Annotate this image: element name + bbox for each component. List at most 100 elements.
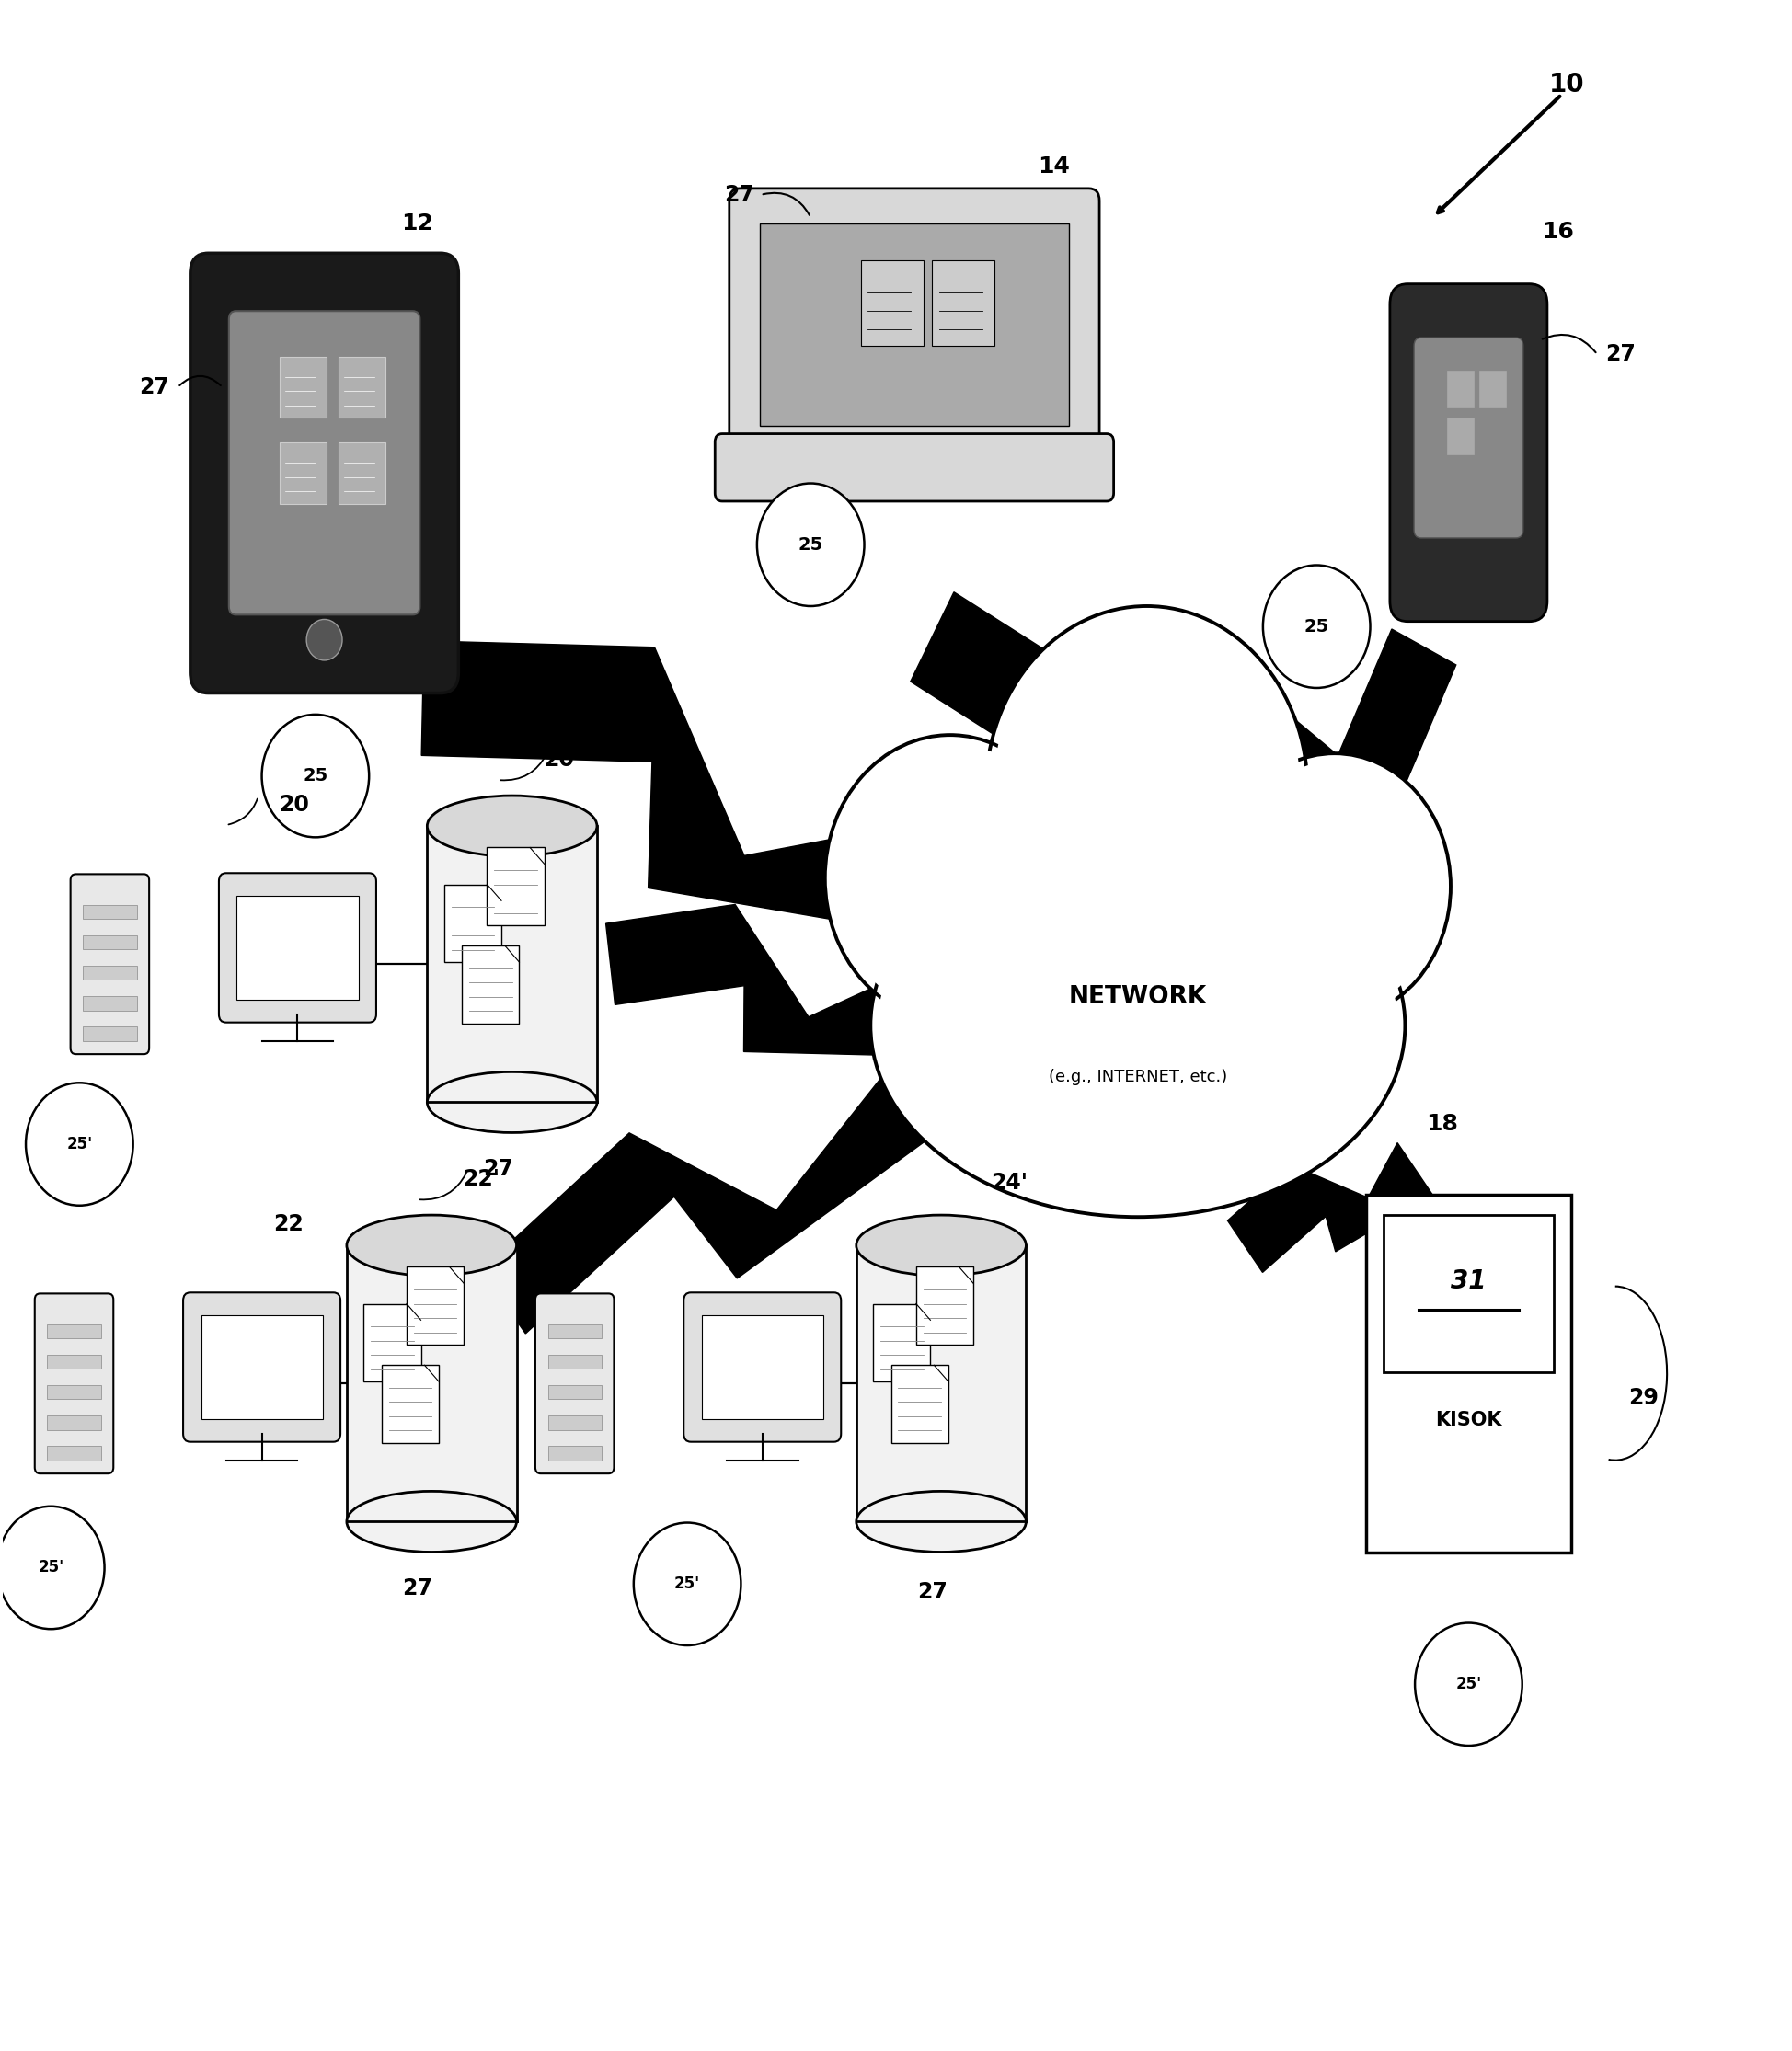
FancyBboxPatch shape (82, 966, 136, 980)
Text: 27: 27 (724, 185, 754, 205)
FancyBboxPatch shape (47, 1354, 100, 1368)
Text: 22: 22 (274, 1212, 303, 1235)
FancyBboxPatch shape (183, 1292, 340, 1442)
Text: 14: 14 (1038, 156, 1070, 176)
Polygon shape (910, 593, 1133, 886)
Polygon shape (480, 1075, 926, 1333)
Circle shape (756, 484, 864, 607)
FancyBboxPatch shape (873, 1304, 930, 1382)
FancyBboxPatch shape (280, 357, 326, 418)
Ellipse shape (426, 796, 597, 857)
FancyBboxPatch shape (364, 1304, 421, 1382)
FancyBboxPatch shape (219, 874, 376, 1023)
Ellipse shape (426, 1073, 597, 1132)
FancyBboxPatch shape (229, 312, 419, 615)
Text: (e.g., INTERNET, etc.): (e.g., INTERNET, etc.) (1048, 1069, 1226, 1085)
Text: 20: 20 (280, 794, 308, 816)
Ellipse shape (346, 1491, 516, 1553)
Text: 31: 31 (1450, 1268, 1486, 1294)
Text: 27: 27 (482, 1157, 513, 1179)
FancyBboxPatch shape (47, 1325, 100, 1339)
FancyBboxPatch shape (407, 1268, 464, 1345)
FancyBboxPatch shape (548, 1325, 600, 1339)
Bar (346, 1245, 516, 1522)
Text: 25: 25 (797, 535, 823, 554)
Ellipse shape (871, 835, 1405, 1216)
FancyBboxPatch shape (70, 874, 149, 1054)
Circle shape (831, 742, 1068, 1013)
FancyBboxPatch shape (280, 443, 326, 505)
FancyBboxPatch shape (444, 884, 502, 962)
FancyBboxPatch shape (34, 1294, 113, 1473)
Text: 25': 25' (1455, 1676, 1480, 1692)
Text: 29: 29 (1627, 1386, 1658, 1409)
FancyBboxPatch shape (683, 1292, 840, 1442)
FancyBboxPatch shape (1389, 283, 1546, 621)
Text: 22': 22' (462, 1167, 500, 1190)
Polygon shape (421, 640, 928, 935)
FancyBboxPatch shape (701, 1315, 823, 1419)
Circle shape (262, 714, 369, 837)
FancyBboxPatch shape (47, 1446, 100, 1460)
FancyBboxPatch shape (462, 946, 520, 1023)
FancyBboxPatch shape (916, 1268, 973, 1345)
Text: 25': 25' (38, 1559, 65, 1575)
Text: 10: 10 (1548, 72, 1584, 96)
Bar (1366, 1194, 1570, 1553)
Circle shape (1224, 761, 1443, 1011)
Bar (857, 1245, 1025, 1522)
Circle shape (633, 1522, 740, 1645)
Text: 20': 20' (543, 749, 581, 771)
Ellipse shape (857, 1214, 1025, 1276)
FancyBboxPatch shape (1446, 416, 1473, 453)
Text: 25: 25 (303, 767, 328, 786)
FancyBboxPatch shape (891, 1366, 948, 1442)
Circle shape (993, 615, 1299, 966)
Text: 24: 24 (774, 1212, 805, 1235)
Text: 16: 16 (1541, 222, 1573, 242)
FancyBboxPatch shape (760, 224, 1068, 425)
FancyBboxPatch shape (487, 847, 545, 925)
FancyBboxPatch shape (82, 997, 136, 1011)
FancyBboxPatch shape (82, 1028, 136, 1042)
Circle shape (824, 734, 1075, 1021)
Text: NETWORK: NETWORK (1068, 984, 1206, 1009)
Bar (426, 827, 597, 1101)
FancyBboxPatch shape (339, 443, 385, 505)
Text: 24': 24' (991, 1171, 1027, 1194)
Polygon shape (606, 904, 910, 1056)
Ellipse shape (346, 1214, 516, 1276)
Circle shape (1262, 566, 1369, 687)
FancyBboxPatch shape (715, 433, 1113, 500)
FancyBboxPatch shape (1446, 371, 1473, 408)
FancyBboxPatch shape (536, 1294, 613, 1473)
Text: 27: 27 (918, 1581, 946, 1604)
FancyBboxPatch shape (201, 1315, 323, 1419)
Circle shape (306, 619, 342, 660)
Text: 27: 27 (1604, 343, 1634, 365)
Text: 25': 25' (66, 1136, 93, 1153)
Ellipse shape (878, 843, 1398, 1208)
Text: 12: 12 (401, 213, 434, 234)
Ellipse shape (857, 1491, 1025, 1553)
Circle shape (25, 1083, 133, 1206)
FancyBboxPatch shape (339, 357, 385, 418)
FancyBboxPatch shape (82, 904, 136, 919)
FancyBboxPatch shape (382, 1366, 439, 1442)
FancyBboxPatch shape (729, 189, 1098, 459)
FancyBboxPatch shape (1414, 338, 1523, 537)
FancyBboxPatch shape (1478, 371, 1505, 408)
Polygon shape (1204, 630, 1455, 904)
Text: 27: 27 (401, 1577, 432, 1600)
Circle shape (1217, 753, 1450, 1019)
FancyBboxPatch shape (47, 1415, 100, 1430)
FancyBboxPatch shape (82, 935, 136, 950)
Bar (1383, 1214, 1552, 1372)
FancyBboxPatch shape (47, 1384, 100, 1399)
Circle shape (0, 1505, 104, 1628)
FancyBboxPatch shape (548, 1384, 600, 1399)
FancyBboxPatch shape (548, 1415, 600, 1430)
Text: 27: 27 (140, 375, 170, 398)
Circle shape (986, 607, 1306, 974)
Text: 25: 25 (1303, 617, 1328, 636)
